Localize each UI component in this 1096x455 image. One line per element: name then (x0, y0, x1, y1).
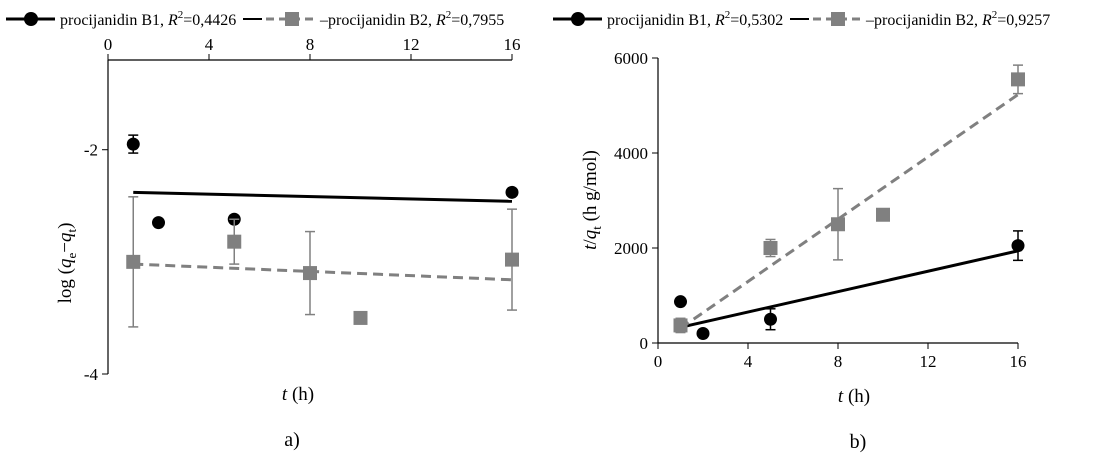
legend-b-b1-marker (571, 12, 585, 26)
chart-a-ylabel: log (qe−qt) (55, 223, 79, 304)
chart-a-b1-point (126, 137, 140, 151)
chart-a-xtick-label: 8 (306, 35, 315, 54)
chart-b-panel-label: b) (850, 431, 867, 453)
chart-a-b2-point (353, 310, 368, 325)
legend-a-b1-marker (24, 12, 38, 26)
chart-b-b2-point (876, 207, 890, 222)
chart-a-b1-trendline (133, 190, 513, 203)
legend-a-b2-marker (285, 12, 299, 26)
chart-a-b2-point (126, 254, 141, 269)
chart-b-b1-point (764, 312, 777, 326)
chart-b-ylabel: t/qt (h g/mol) (580, 150, 604, 250)
chart-a-b2-point (505, 252, 519, 267)
chart-b-b1-point (674, 295, 687, 309)
chart-b-xlabel: t (h) (838, 386, 870, 407)
chart-b-ytick-label: 6000 (614, 49, 648, 68)
legend-a-b1-label: procijanidin B1, R2=0,4426 (60, 9, 236, 29)
chart-b-xtick-label: 4 (744, 352, 753, 371)
legend-b-b2-marker (831, 12, 845, 26)
chart-a-b2-point (227, 234, 242, 249)
chart-b-ytick-label: 4000 (614, 144, 648, 163)
chart-b-ytick-label: 2000 (614, 239, 648, 258)
chart-b: 0 4 8 12 16 0 2000 4000 6000 t (h) t/qt (h g/mol… (580, 49, 1027, 453)
chart-b-b2-point (831, 217, 845, 232)
chart-b-marks (673, 64, 1025, 340)
chart-a-xtick-label: 12 (403, 35, 420, 54)
chart-b-b1-point (696, 327, 710, 340)
chart-b-ticks: 0 4 8 12 16 0 2000 4000 6000 (614, 49, 1027, 371)
chart-a-xtick-label: 16 (504, 35, 521, 54)
chart-a-ytick-label: -4 (84, 365, 99, 384)
chart-a: 0 4 8 12 16 -2 -4 t (h) log (qe−qt) a) (55, 35, 521, 451)
chart-a-panel-label: a) (284, 429, 300, 451)
chart-b-b2-point (1011, 72, 1025, 87)
chart-a-marks (126, 134, 519, 328)
chart-a-ticks: 0 4 8 12 16 -2 -4 (84, 35, 521, 384)
chart-a-ytick-label: -2 (84, 141, 98, 160)
chart-b-b2-point (673, 318, 688, 333)
chart-a-xtick-label: 4 (205, 35, 214, 54)
chart-a-b2-point (303, 266, 317, 281)
chart-b-xtick-label: 12 (920, 352, 937, 371)
chart-a-xlabel: t (h) (282, 384, 314, 405)
legend-b: procijanidin B1, R2=0,5302 –procijanidin… (553, 9, 1050, 29)
legend-b-b2-label: –procijanidin B2, R2=0,9257 (865, 9, 1050, 29)
chart-b-xtick-label: 16 (1010, 352, 1027, 371)
legend-a-b2-label: –procijanidin B2, R2=0,7955 (319, 9, 504, 29)
chart-b-ytick-label: 0 (640, 334, 649, 353)
chart-a-axes (107, 59, 512, 374)
chart-b-b2-trendline (679, 93, 1019, 330)
chart-a-b1-point (152, 216, 165, 230)
chart-a-b1-point (505, 185, 519, 199)
chart-a-b2-trendline (133, 262, 513, 282)
chart-a-xtick-label: 0 (104, 35, 113, 54)
chart-b-xtick-label: 8 (834, 352, 843, 371)
legend-b-b1-label: procijanidin B1, R2=0,5302 (607, 9, 783, 29)
chart-b-b2-point (763, 241, 778, 255)
legend-a: procijanidin B1, R2=0,4426 –procijanidin… (6, 9, 504, 29)
chart-b-b1-point (1011, 239, 1025, 253)
chart-b-xtick-label: 0 (654, 352, 663, 371)
chart-b-b1-trendline (680, 249, 1019, 329)
